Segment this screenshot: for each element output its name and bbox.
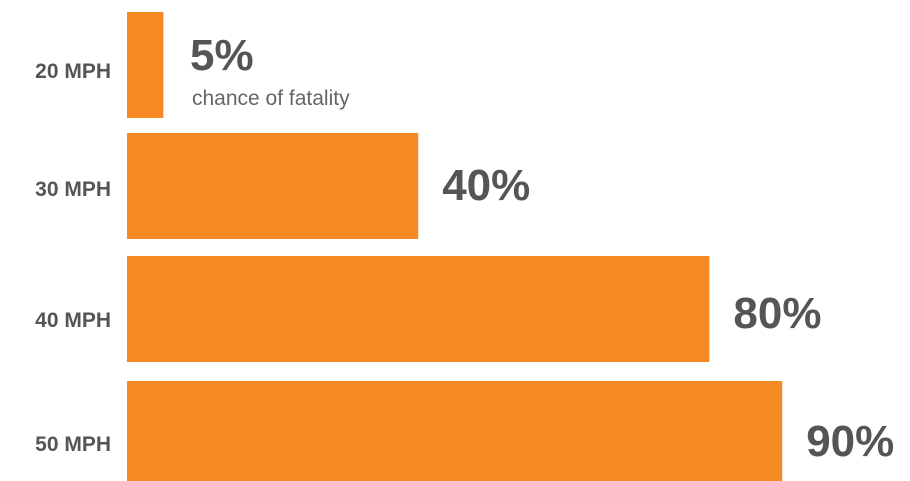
- bar-30-mph: [127, 133, 419, 239]
- value-label-50-mph: 90%: [806, 417, 894, 466]
- bar-40-mph: [127, 256, 710, 362]
- value-label-40-mph: 80%: [733, 289, 821, 338]
- category-label-40-mph: 40 MPH: [35, 309, 111, 332]
- value-label-30-mph: 40%: [442, 161, 530, 210]
- category-label-20-mph: 20 MPH: [35, 60, 111, 83]
- bar-20-mph: [127, 12, 164, 118]
- value-label-20-mph: 5%: [190, 31, 254, 80]
- annotation-chance-of-fatality: chance of fatality: [192, 87, 350, 110]
- bar-50-mph: [127, 381, 783, 481]
- category-label-30-mph: 30 MPH: [35, 178, 111, 201]
- category-label-50-mph: 50 MPH: [35, 433, 111, 456]
